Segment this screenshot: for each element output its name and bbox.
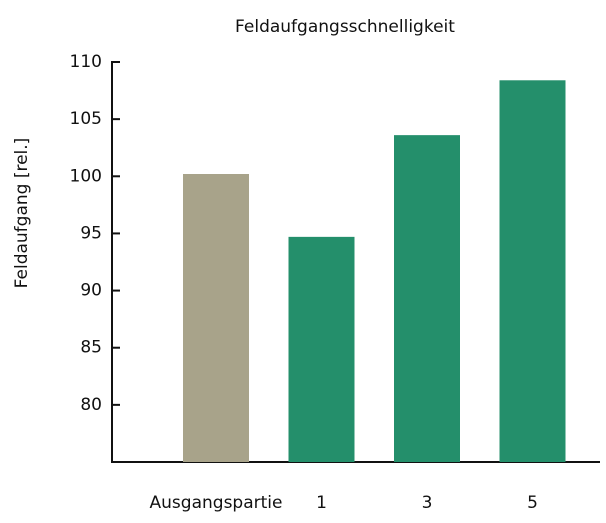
y-tick-label: 90 — [80, 281, 102, 301]
x-tick-label: 5 — [527, 493, 538, 513]
bar — [183, 174, 249, 462]
x-tick-label: 1 — [316, 493, 327, 513]
bar — [499, 80, 566, 463]
x-tick-label: 3 — [422, 493, 433, 513]
x-tick-label: Ausgangspartie — [150, 493, 283, 513]
y-axis-label: Feldaufgang [rel.] — [12, 138, 32, 289]
bar — [394, 135, 460, 462]
y-tick-label: 100 — [70, 166, 102, 186]
y-tick-label: 95 — [80, 223, 102, 243]
y-tick-label: 105 — [70, 109, 102, 129]
y-tick-label: 80 — [80, 395, 102, 415]
chart-title: Feldaufgangsschnelligkeit — [235, 17, 455, 37]
y-tick-label: 110 — [70, 52, 102, 72]
bar — [288, 236, 355, 462]
y-tick-label: 85 — [80, 338, 102, 358]
